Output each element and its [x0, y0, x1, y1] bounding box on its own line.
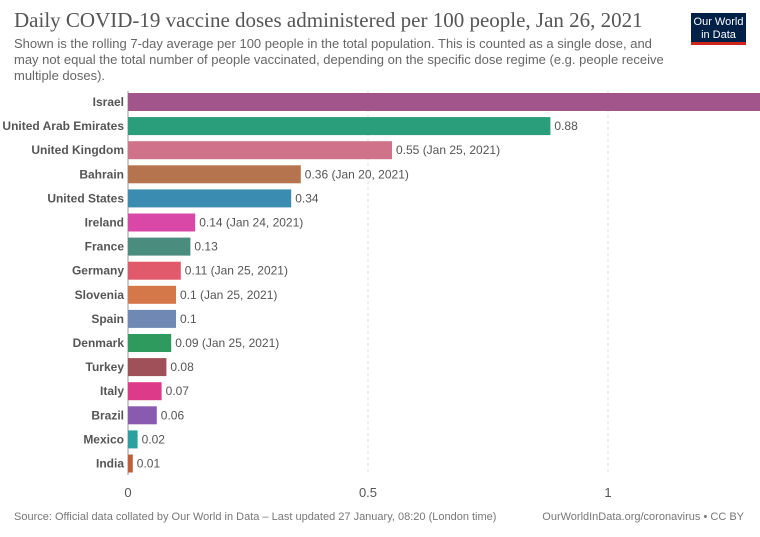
- category-label: Mexico: [83, 432, 124, 446]
- category-label: Slovenia: [75, 288, 125, 302]
- value-label: 0.08: [170, 360, 194, 374]
- chart-title: Daily COVID-19 vaccine doses administere…: [14, 8, 643, 32]
- value-label: 0.1 (Jan 25, 2021): [180, 288, 277, 302]
- value-label: 0.88: [554, 119, 578, 133]
- category-label: Germany: [72, 264, 124, 278]
- category-label: France: [85, 240, 125, 254]
- value-label: 0.55 (Jan 25, 2021): [396, 143, 500, 157]
- logo-line-1: Our World: [693, 16, 744, 28]
- chart-subtitle: Shown is the rolling 7-day average per 1…: [14, 36, 664, 83]
- bar-turkey[interactable]: [128, 358, 167, 377]
- source-note: Source: Official data collated by Our Wo…: [14, 511, 497, 523]
- value-label: 0.14 (Jan 24, 2021): [199, 216, 303, 230]
- category-label: Spain: [91, 312, 124, 326]
- bar-bahrain[interactable]: [128, 165, 301, 184]
- bar-israel[interactable]: [128, 93, 760, 111]
- bar-brazil[interactable]: [128, 406, 157, 425]
- category-label: Israel: [93, 95, 124, 109]
- category-label: United Kingdom: [31, 143, 124, 157]
- bar-mexico[interactable]: [128, 430, 138, 449]
- bar-united-arab-emirates[interactable]: [128, 117, 551, 136]
- value-label: 0.01: [137, 457, 161, 471]
- category-label: United Arab Emirates: [2, 119, 124, 133]
- value-label: 0.36 (Jan 20, 2021): [305, 167, 409, 181]
- x-tick-label: 0: [124, 485, 131, 500]
- bar-france[interactable]: [128, 237, 191, 256]
- bars: [128, 93, 760, 473]
- value-label: 0.11 (Jan 25, 2021): [185, 264, 288, 278]
- labels: Israel2.1United Arab Emirates0.88United …: [2, 95, 578, 471]
- category-label: Denmark: [73, 336, 125, 350]
- bar-united-states[interactable]: [128, 189, 292, 208]
- value-label: 0.07: [166, 384, 190, 398]
- bar-slovenia[interactable]: [128, 285, 176, 304]
- bar-denmark[interactable]: [128, 334, 172, 352]
- source-url[interactable]: OurWorldInData.org/coronavirus • CC BY: [542, 511, 744, 523]
- category-label: Turkey: [86, 360, 125, 374]
- category-label: India: [96, 457, 124, 471]
- x-tick-label: 1: [604, 485, 611, 500]
- bar-italy[interactable]: [128, 382, 162, 401]
- category-label: Brazil: [91, 408, 124, 422]
- category-label: Italy: [100, 384, 124, 398]
- x-axis-ticks: 00.511.52: [124, 485, 611, 500]
- bar-united-kingdom[interactable]: [128, 141, 392, 160]
- category-label: Bahrain: [79, 167, 124, 181]
- owid-logo[interactable]: Our World in Data: [691, 13, 746, 45]
- logo-line-2: in Data: [701, 29, 736, 41]
- value-label: 0.1: [180, 312, 197, 326]
- value-label: 0.13: [194, 240, 218, 254]
- bar-ireland[interactable]: [128, 213, 196, 232]
- category-label: Ireland: [85, 216, 124, 230]
- value-label: 0.06: [161, 408, 185, 422]
- category-label: United States: [47, 191, 124, 205]
- bar-germany[interactable]: [128, 261, 181, 280]
- value-label: 0.34: [295, 191, 319, 205]
- x-tick-label: 0.5: [359, 485, 377, 500]
- value-label: 0.09 (Jan 25, 2021): [175, 336, 279, 350]
- value-label: 0.02: [142, 432, 166, 446]
- bar-india[interactable]: [128, 454, 133, 473]
- bar-spain[interactable]: [128, 309, 176, 328]
